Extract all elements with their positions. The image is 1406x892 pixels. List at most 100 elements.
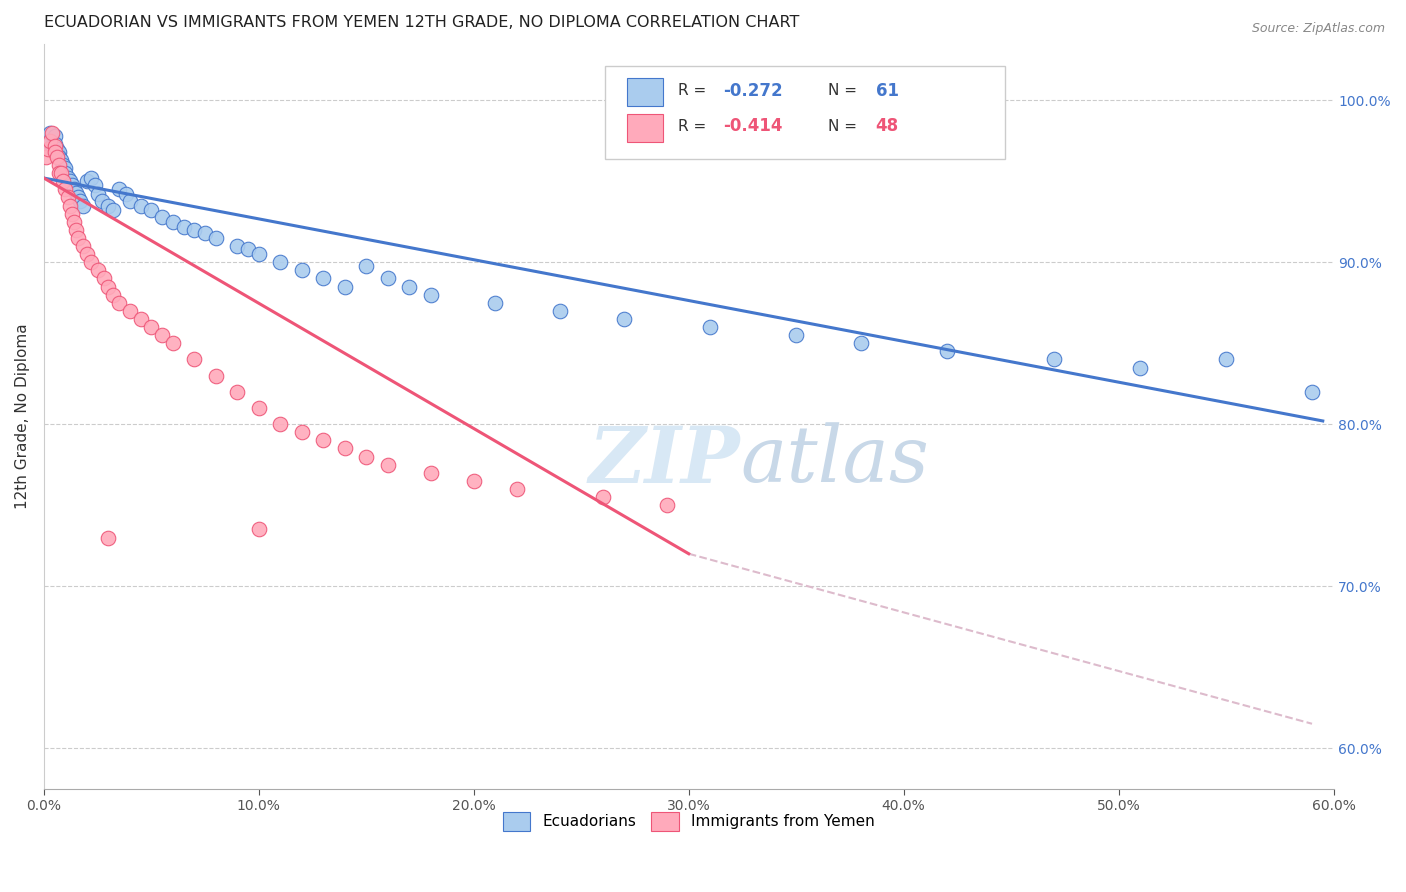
Point (205, 368, 228, 383)
Point (247, 247, 270, 261)
Text: N =: N = (828, 119, 862, 134)
Point (52, 158, 75, 172)
Point (37, 142, 59, 156)
Point (291, 263, 314, 277)
FancyBboxPatch shape (627, 78, 662, 106)
Point (463, 474, 485, 488)
Point (65, 186, 87, 200)
Text: atlas: atlas (741, 423, 929, 499)
Point (118, 303, 141, 318)
Legend: Ecuadorians, Immigrants from Yemen: Ecuadorians, Immigrants from Yemen (496, 805, 882, 837)
Point (506, 482, 529, 496)
Point (80, 171, 103, 186)
Point (699, 320, 721, 334)
Point (45, 142, 67, 156)
Point (108, 295, 131, 310)
Point (44, 145, 66, 160)
Point (226, 239, 249, 253)
Point (44, 138, 66, 153)
Point (90, 194, 112, 208)
Point (80, 255, 103, 269)
Point (129, 198, 152, 212)
Point (48, 145, 70, 160)
Point (49, 153, 72, 168)
Point (52, 174, 75, 188)
Point (49, 166, 72, 180)
Point (141, 320, 163, 334)
Point (1043, 352, 1066, 367)
Point (41, 126, 63, 140)
Point (44, 137, 66, 152)
Point (63, 182, 86, 196)
Text: 61: 61 (876, 81, 898, 100)
Point (86, 187, 108, 202)
Point (173, 219, 195, 234)
Point (59, 198, 82, 212)
Point (419, 466, 441, 480)
Point (1301, 384, 1323, 399)
Point (69, 194, 91, 208)
Point (41, 138, 63, 153)
Point (48, 166, 70, 180)
Point (65, 223, 87, 237)
Point (60, 207, 83, 221)
Point (613, 312, 636, 326)
Point (150, 210, 173, 224)
Point (63, 215, 86, 229)
Point (72, 198, 94, 212)
Point (67, 190, 90, 204)
Point (101, 203, 124, 218)
Point (76, 247, 98, 261)
Point (356, 450, 378, 464)
Point (162, 215, 184, 229)
Point (86, 263, 108, 277)
Point (48, 150, 70, 164)
Text: R =: R = (678, 83, 711, 98)
Y-axis label: 12th Grade, No Diploma: 12th Grade, No Diploma (15, 323, 30, 509)
Point (247, 523, 270, 537)
Point (67, 231, 90, 245)
Point (37, 134, 59, 148)
Point (150, 328, 173, 343)
FancyBboxPatch shape (605, 66, 1005, 159)
Point (48, 158, 70, 172)
Point (226, 384, 249, 399)
Point (657, 498, 679, 512)
Point (56, 171, 79, 186)
Point (194, 226, 217, 240)
Point (97, 198, 120, 212)
Text: ECUADORIAN VS IMMIGRANTS FROM YEMEN 12TH GRADE, NO DIPLOMA CORRELATION CHART: ECUADORIAN VS IMMIGRANTS FROM YEMEN 12TH… (44, 15, 799, 30)
Point (183, 223, 205, 237)
Point (785, 328, 807, 343)
Point (108, 182, 131, 196)
Point (312, 271, 335, 285)
Point (1215, 352, 1237, 367)
Point (45, 150, 67, 164)
Point (129, 312, 152, 326)
Point (935, 344, 957, 359)
Point (60, 178, 83, 192)
Point (269, 417, 291, 432)
Point (548, 303, 571, 318)
Point (183, 352, 205, 367)
Text: ZIP: ZIP (589, 423, 741, 499)
Point (333, 442, 356, 456)
Text: -0.272: -0.272 (724, 81, 783, 100)
Point (236, 242, 259, 256)
Point (39, 126, 62, 140)
Point (162, 336, 184, 351)
Point (849, 336, 872, 351)
Point (72, 239, 94, 253)
Point (114, 187, 136, 202)
Point (93, 271, 115, 285)
Text: 48: 48 (876, 118, 898, 136)
Point (333, 279, 356, 293)
Point (39, 134, 62, 148)
Point (247, 401, 270, 415)
Point (55, 166, 77, 180)
Point (97, 279, 120, 293)
Point (101, 287, 124, 301)
Point (205, 231, 228, 245)
Point (35, 150, 58, 164)
Point (1129, 360, 1152, 375)
